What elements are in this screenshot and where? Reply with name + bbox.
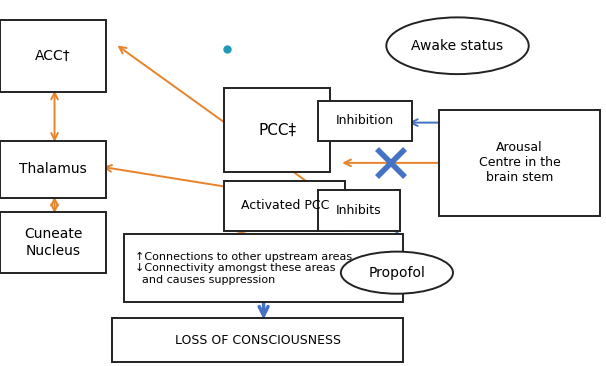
Text: ACC†: ACC† [35,49,71,63]
FancyBboxPatch shape [318,190,400,231]
Text: Thalamus: Thalamus [19,162,87,176]
Text: Inhibition: Inhibition [336,114,394,127]
Text: ↑Connections to other upstream areas
↓Connectivity amongst these areas
  and cau: ↑Connections to other upstream areas ↓Co… [135,251,352,285]
Text: Activated PCC: Activated PCC [241,199,329,212]
FancyBboxPatch shape [0,212,106,273]
Text: Arousal
Centre in the
brain stem: Arousal Centre in the brain stem [479,141,561,184]
Text: LOSS OF CONSCIOUSNESS: LOSS OF CONSCIOUSNESS [175,334,341,347]
FancyBboxPatch shape [112,318,403,362]
FancyBboxPatch shape [124,234,403,302]
FancyBboxPatch shape [0,20,106,92]
FancyBboxPatch shape [224,88,330,172]
Text: Cuneate
Nucleus: Cuneate Nucleus [24,227,82,258]
Ellipse shape [387,17,528,74]
Text: PCC‡: PCC‡ [258,123,296,137]
FancyBboxPatch shape [318,101,412,141]
Text: Inhibits: Inhibits [336,204,382,217]
FancyBboxPatch shape [0,141,106,198]
Text: Propofol: Propofol [368,266,425,280]
FancyBboxPatch shape [439,110,600,216]
Text: Awake status: Awake status [411,39,504,53]
FancyBboxPatch shape [224,181,345,231]
Ellipse shape [341,252,453,294]
